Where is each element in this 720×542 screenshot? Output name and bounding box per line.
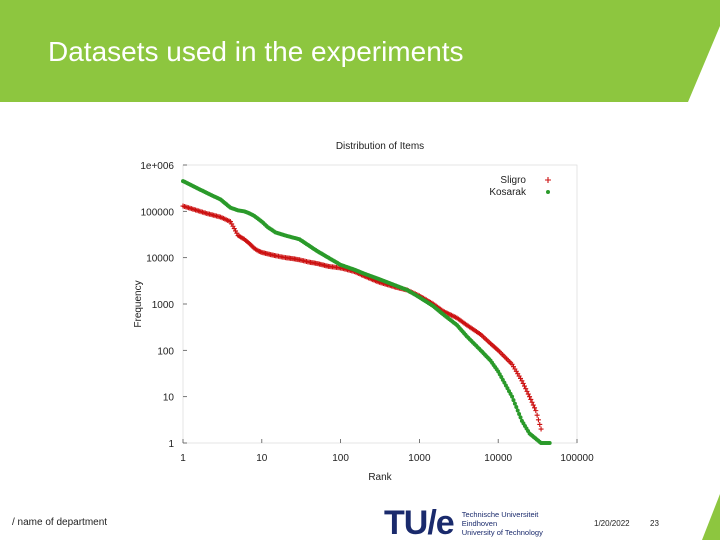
y-tick-label: 100000 [141,207,175,218]
university-logo: TU/e Technische Universiteit Eindhoven U… [384,506,543,540]
distribution-chart: 1 10 100 1000 10000 100000 1 10 100 1000 10000 1000… [133,141,594,483]
data-point-sligro [535,417,541,423]
data-point-kosarak [517,411,522,416]
x-tick-label: 100 [332,453,349,464]
y-tick-label: 10 [163,393,175,404]
legend-marker [545,177,551,183]
x-tick-label: 10 [256,453,268,464]
logo-line: University of Technology [461,527,543,537]
page-number: 23 [650,519,659,528]
data-point-sligro [521,383,527,389]
logo-text: Technische Universiteit Eindhoven Univer… [462,510,543,537]
data-point-sligro [532,405,538,411]
data-point-sligro [529,399,535,405]
x-tick-label: 1000 [408,453,431,464]
data-point-sligro [537,421,543,427]
chart-title: Distribution of Items [336,141,424,152]
data-point-kosarak [512,401,517,406]
data-point-sligro [538,426,544,432]
data-point-sligro [528,396,534,402]
logo-line: Eindhoven [461,518,498,528]
logo-mark: TU/e [384,504,455,542]
logo-line: Technische Universiteit [461,509,539,519]
data-point-kosarak [510,394,515,399]
data-point-kosarak [511,398,516,403]
data-point-kosarak [514,405,519,410]
legend-label: Kosarak [489,187,527,198]
data-point-sligro [525,391,531,397]
y-tick-label: 1000 [152,300,175,311]
corner-shape [702,494,720,540]
data-point-kosarak [515,408,520,413]
data-point-sligro [534,412,540,418]
y-axis-label: Frequency [133,280,144,327]
x-tick-label: 10000 [484,453,512,464]
y-tick-label: 10000 [146,254,174,265]
data-point-kosarak [518,415,523,420]
x-axis-label: Rank [368,472,392,483]
y-tick-label: 100 [157,346,174,357]
slide-title: Datasets used in the experiments [48,36,464,67]
data-point-sligro [519,378,525,384]
data-point-kosarak [547,441,552,445]
data-point-sligro [533,408,539,414]
legend-marker [546,190,550,194]
x-tick-label: 100000 [560,453,594,464]
data-point-sligro [520,380,526,386]
legend-label: Sligro [500,175,526,186]
banner-shape [0,0,720,102]
data-point-sligro [530,402,536,408]
footer-date: 1/20/2022 [594,519,630,528]
data-point-sligro [524,388,530,394]
data-point-sligro [527,394,533,400]
x-tick-label: 1 [180,453,186,464]
y-tick-label: 1e+006 [140,161,174,172]
corner-accent [702,494,720,540]
y-tick-label: 1 [168,439,174,450]
plot-frame [182,164,578,444]
footer-department: / name of department [12,517,108,528]
data-point-sligro [523,386,529,392]
title-banner [0,0,720,102]
